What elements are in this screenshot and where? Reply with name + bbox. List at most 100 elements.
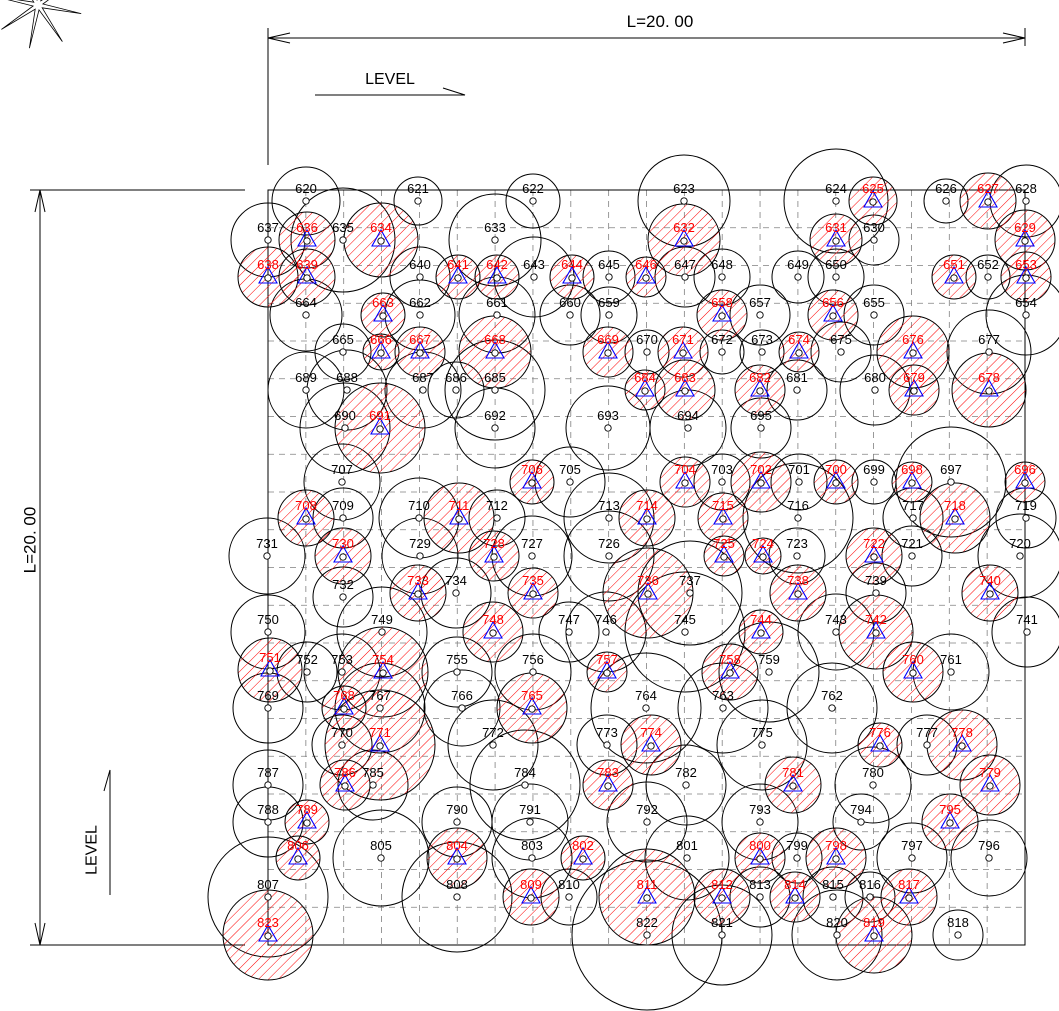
survey-point: 757	[596, 652, 618, 679]
point-marker	[489, 629, 497, 637]
triangle-marker-icon	[675, 470, 695, 489]
point-marker	[455, 515, 463, 523]
point-label: 765	[521, 688, 543, 703]
top-dimension-label: L=20. 00	[627, 12, 694, 31]
survey-point: 740	[979, 573, 1001, 600]
point-marker	[416, 311, 424, 319]
point-marker	[910, 387, 918, 395]
star-outline	[1, 0, 82, 49]
point-label: 767	[369, 688, 391, 703]
left-level-indicator: LEVEL	[84, 769, 111, 895]
point-label: 774	[640, 725, 662, 740]
survey-point: 680	[864, 370, 886, 394]
point-marker	[642, 704, 650, 712]
triangle-marker-icon	[296, 506, 316, 525]
point-marker	[908, 479, 916, 487]
survey-point: 629	[1014, 220, 1036, 247]
survey-point: 731	[256, 536, 278, 560]
point-label: 630	[863, 220, 885, 235]
point-marker	[530, 273, 538, 281]
canopy-circle	[645, 744, 727, 826]
point-label: 668	[484, 332, 506, 347]
triangle-marker-icon	[783, 773, 803, 792]
point-label: 814	[784, 877, 806, 892]
triangle-marker-icon	[903, 340, 923, 359]
point-marker	[303, 274, 311, 282]
point-label: 638	[257, 257, 279, 272]
point-label: 775	[751, 725, 773, 740]
survey-point: 802	[572, 838, 594, 865]
point-marker	[264, 236, 272, 244]
point-label: 813	[749, 877, 771, 892]
point-label: 796	[978, 838, 1000, 853]
survey-point: 637	[257, 220, 279, 244]
survey-point: 719	[1015, 498, 1037, 522]
survey-point: 664	[295, 295, 317, 319]
survey-point: 671	[672, 332, 694, 359]
survey-point: 657	[749, 295, 771, 319]
canopy-circle	[393, 176, 443, 226]
triangle-marker-icon	[258, 923, 278, 942]
point-marker	[869, 198, 877, 206]
point-marker	[339, 553, 347, 561]
triangle-marker-icon	[980, 581, 1000, 600]
point-label: 670	[636, 332, 658, 347]
point-label: 757	[596, 652, 618, 667]
point-label: 712	[486, 498, 508, 513]
triangle-marker-icon	[335, 773, 355, 792]
survey-point: 782	[675, 765, 697, 789]
point-marker	[909, 514, 917, 522]
point-label: 632	[673, 220, 695, 235]
survey-point: 723	[786, 536, 808, 560]
survey-point: 621	[407, 181, 429, 205]
point-label: 821	[711, 915, 733, 930]
survey-point: 642	[486, 257, 508, 284]
point-label: 809	[520, 877, 542, 892]
survey-point: 754	[372, 652, 394, 679]
arrowhead-bottom	[34, 922, 46, 946]
point-marker	[828, 704, 836, 712]
survey-point: 729	[409, 536, 431, 560]
point-label: 691	[369, 408, 391, 423]
point-marker	[756, 855, 764, 863]
point-label: 768	[333, 688, 355, 703]
survey-point: 699	[863, 462, 885, 486]
point-marker	[794, 273, 802, 281]
point-label: 657	[749, 295, 771, 310]
survey-point: 804	[446, 838, 468, 865]
point-label: 640	[409, 257, 431, 272]
triangle-marker-icon	[899, 885, 919, 904]
point-marker	[414, 197, 422, 205]
point-marker	[378, 628, 386, 636]
survey-point: 650	[825, 257, 847, 281]
point-label: 783	[597, 765, 619, 780]
survey-point: 765	[521, 688, 543, 715]
point-label: 635	[332, 220, 354, 235]
top-dimension: L=20. 00	[267, 12, 1026, 165]
point-label: 815	[822, 877, 844, 892]
survey-point: 766	[451, 688, 473, 712]
point-label: 653	[1015, 257, 1037, 272]
point-label: 736	[637, 573, 659, 588]
point-marker	[452, 589, 460, 597]
triangle-marker-icon	[980, 773, 1000, 792]
point-marker	[793, 386, 801, 394]
survey-point: 672	[711, 332, 733, 356]
point-marker	[491, 349, 499, 357]
point-marker	[376, 425, 384, 433]
survey-point: 734	[445, 573, 467, 597]
point-marker	[528, 705, 536, 713]
survey-point: 739	[865, 573, 887, 597]
point-marker	[452, 386, 460, 394]
survey-point: 662	[409, 295, 431, 319]
point-marker	[377, 854, 385, 862]
point-marker	[528, 552, 536, 560]
survey-point: 676	[902, 332, 924, 359]
point-label: 698	[901, 462, 923, 477]
point-marker	[680, 197, 688, 205]
survey-point: 819	[863, 915, 885, 942]
survey-point: 627	[977, 181, 999, 208]
survey-point: 755	[446, 652, 468, 676]
point-marker	[757, 629, 765, 637]
point-marker	[923, 741, 931, 749]
